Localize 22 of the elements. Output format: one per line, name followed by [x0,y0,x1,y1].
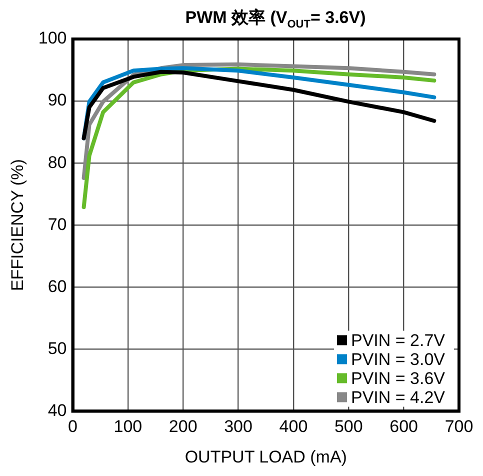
y-tick-label: 100 [38,28,67,48]
x-tick-label: 200 [168,417,198,436]
legend-label: PVIN = 3.0V [350,350,446,369]
x-tick-label: 0 [68,417,78,436]
y-tick-label: 40 [48,400,67,420]
y-tick-label: 90 [48,90,67,110]
chart-title: PWM 效率 (V$_{OUT}$= 3.6V) [184,7,367,30]
y-tick-label: 60 [48,276,67,296]
y-tick-label: 80 [48,152,67,172]
x-tick-label: 300 [224,417,252,436]
x-tick-label: 100 [114,417,142,436]
y-tick-label: 50 [48,338,67,358]
x-tick-label: 700 [444,417,474,436]
x-tick-label: 500 [334,417,363,436]
legend-label: PVIN = 2.7V [350,330,446,350]
y-tick-label: 70 [48,214,67,234]
y-axis-title: EFFICIENCY (%) [8,159,27,292]
x-axis-title: OUTPUT LOAD (mA) [184,447,347,466]
legend-label: PVIN = 3.6V [350,368,446,388]
legend-label: PVIN = 4.2V [350,388,446,407]
x-tick-label: 400 [279,417,308,436]
x-tick-label: 600 [390,417,418,436]
